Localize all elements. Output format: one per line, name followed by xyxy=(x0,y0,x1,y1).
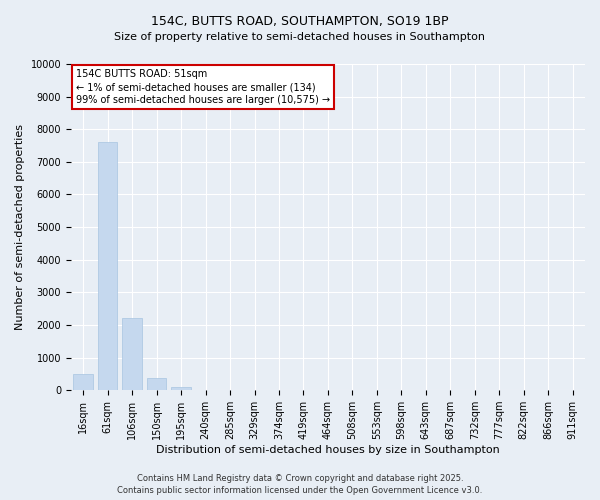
Bar xyxy=(73,374,93,390)
Bar xyxy=(147,378,166,390)
Bar xyxy=(122,318,142,390)
Text: 154C BUTTS ROAD: 51sqm
← 1% of semi-detached houses are smaller (134)
99% of sem: 154C BUTTS ROAD: 51sqm ← 1% of semi-deta… xyxy=(76,69,330,106)
Bar xyxy=(171,387,191,390)
Text: 154C, BUTTS ROAD, SOUTHAMPTON, SO19 1BP: 154C, BUTTS ROAD, SOUTHAMPTON, SO19 1BP xyxy=(151,15,449,28)
Text: Contains HM Land Registry data © Crown copyright and database right 2025.
Contai: Contains HM Land Registry data © Crown c… xyxy=(118,474,482,495)
Text: Size of property relative to semi-detached houses in Southampton: Size of property relative to semi-detach… xyxy=(115,32,485,42)
X-axis label: Distribution of semi-detached houses by size in Southampton: Distribution of semi-detached houses by … xyxy=(156,445,500,455)
Bar xyxy=(98,142,118,390)
Y-axis label: Number of semi-detached properties: Number of semi-detached properties xyxy=(15,124,25,330)
